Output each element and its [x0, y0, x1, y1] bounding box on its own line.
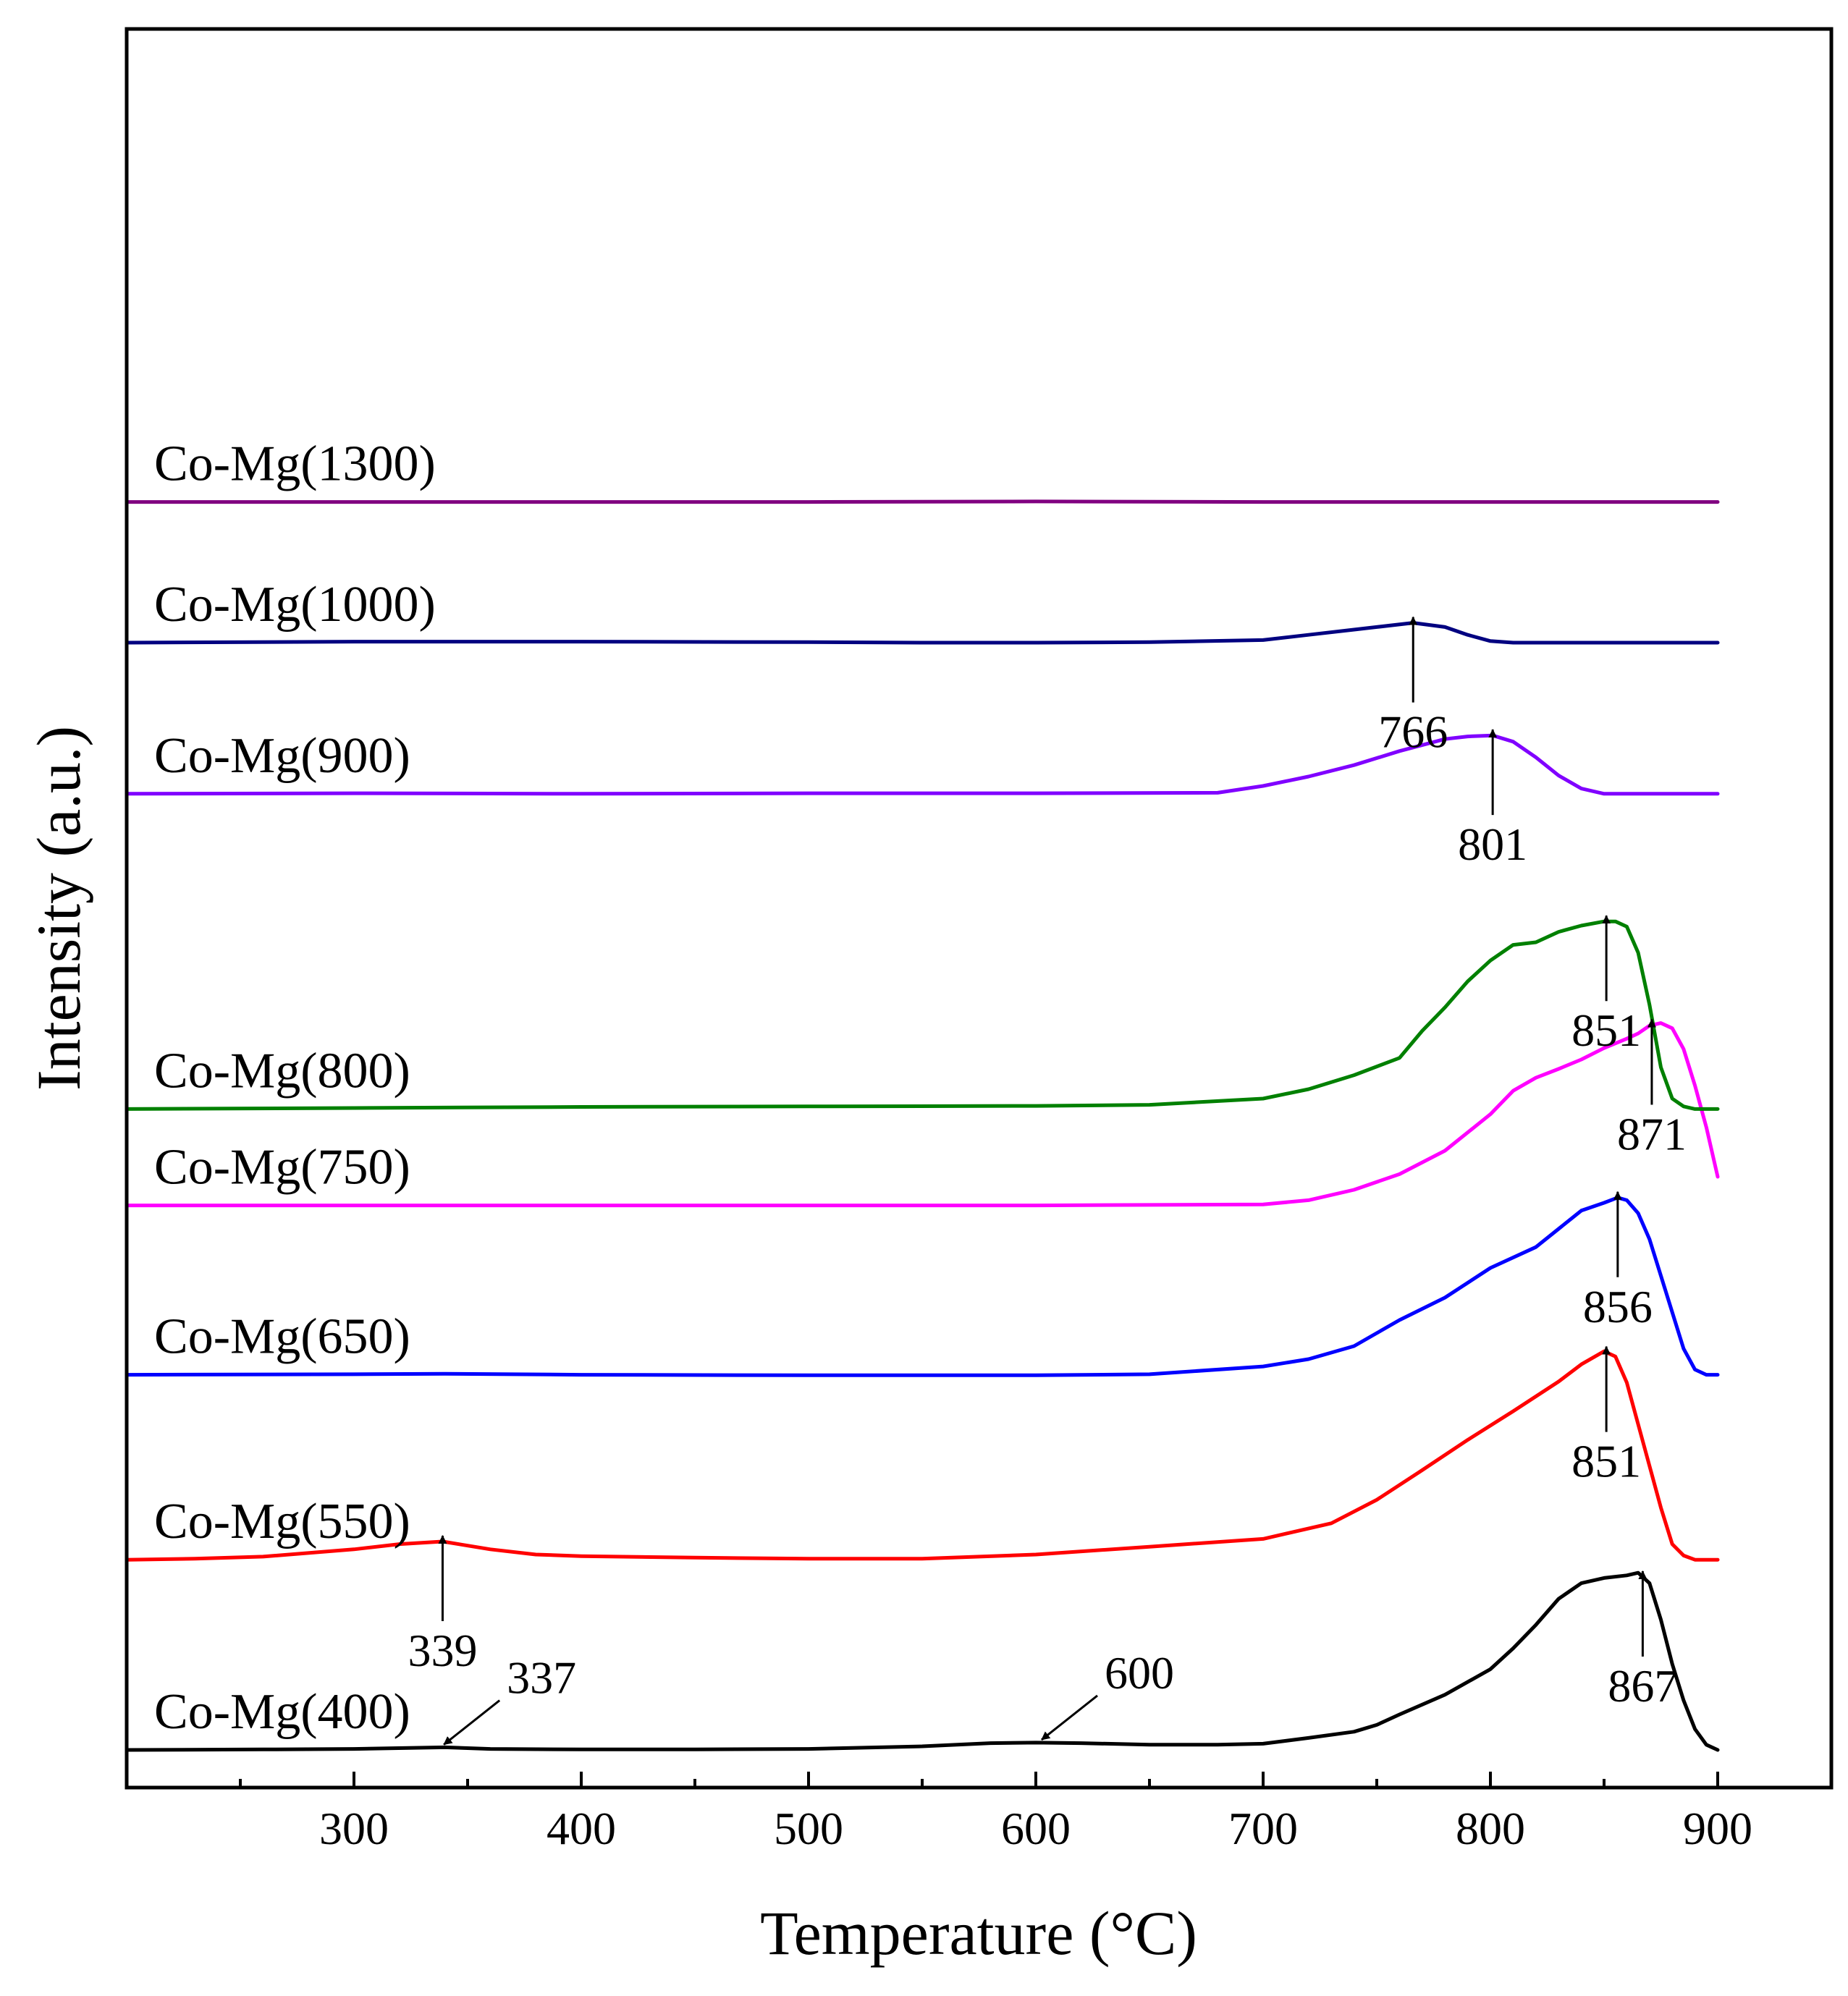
series-label-co-mg-650: Co-Mg(650) — [154, 1309, 410, 1365]
x-axis-ticks: 300 400 500 600 700 800 900 — [239, 1772, 1833, 1854]
annotation-label-337: 337 — [507, 1652, 576, 1704]
series-label-co-mg-800: Co-Mg(800) — [154, 1043, 410, 1099]
x-axis-title: Temperature (°C) — [760, 1898, 1197, 1968]
annotation-label-867: 867 — [1608, 1660, 1677, 1712]
series-line-co-mg-650 — [125, 1196, 1720, 1377]
annotation-label-801: 801 — [1458, 819, 1527, 870]
x-tick-label-500: 500 — [774, 1803, 843, 1854]
annotation-label-871: 871 — [1617, 1108, 1687, 1159]
annotation-label-851: 851 — [1571, 1436, 1641, 1487]
series-label-co-mg-1300: Co-Mg(1300) — [154, 436, 436, 492]
x-tick-label-300: 300 — [319, 1803, 389, 1854]
annotation-arrow-0 — [443, 1699, 501, 1746]
annotation-label-851: 851 — [1571, 1005, 1641, 1056]
annotation-label-600: 600 — [1105, 1647, 1174, 1699]
x-tick-label-700: 700 — [1228, 1803, 1298, 1854]
y-axis-title: Intensity (a.u.) — [24, 726, 93, 1091]
series-line-co-mg-400 — [125, 1570, 1720, 1752]
series-line-co-mg-750 — [125, 1021, 1720, 1208]
series-line-co-mg-900 — [125, 733, 1720, 796]
annotation-label-339: 339 — [408, 1625, 477, 1676]
annotation-label-856: 856 — [1583, 1281, 1653, 1332]
series-label-co-mg-550: Co-Mg(550) — [154, 1494, 410, 1549]
series-label-co-mg-900: Co-Mg(900) — [154, 728, 410, 784]
x-tick-label-800: 800 — [1456, 1803, 1525, 1854]
series-line-co-mg-550 — [125, 1349, 1720, 1562]
annotation-layer: 337 600 867 339 851 856 871 851 801 766 — [408, 616, 1687, 1746]
series-line-co-mg-800 — [125, 919, 1720, 1111]
annotation-label-766: 766 — [1378, 706, 1448, 758]
x-tick-label-400: 400 — [547, 1803, 616, 1854]
plot-frame — [125, 27, 1834, 1790]
series-label-co-mg-750: Co-Mg(750) — [154, 1140, 410, 1196]
annotation-arrow-1 — [1041, 1694, 1098, 1741]
series-label-co-mg-1000: Co-Mg(1000) — [154, 577, 436, 633]
series-layer: Co-Mg(400) Co-Mg(550) Co-Mg(650) Co-Mg(750)… — [125, 436, 1720, 1752]
series-line-co-mg-1000 — [125, 621, 1720, 645]
x-tick-label-600: 600 — [1001, 1803, 1071, 1854]
x-tick-label-900: 900 — [1683, 1803, 1752, 1854]
series-label-co-mg-400: Co-Mg(400) — [154, 1684, 410, 1740]
